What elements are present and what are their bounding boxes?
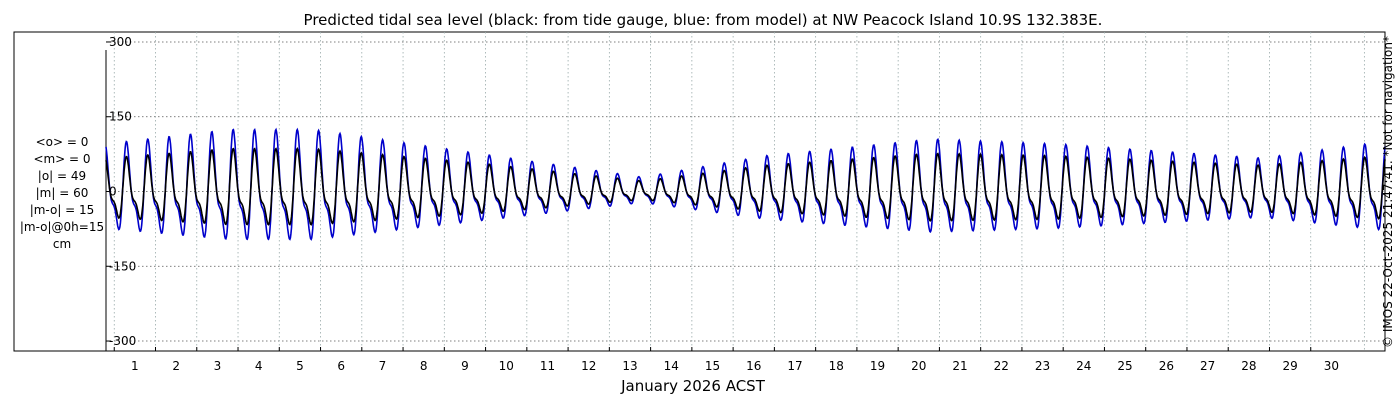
x-tick-label: 18: [829, 359, 844, 373]
x-tick-label: 21: [952, 359, 967, 373]
chart-title: Predicted tidal sea level (black: from t…: [304, 11, 1103, 29]
x-tick-label: 27: [1200, 359, 1215, 373]
x-tick-label: 16: [746, 359, 761, 373]
x-axis-label: January 2026 ACST: [620, 377, 766, 395]
x-tick-label: 19: [870, 359, 885, 373]
stats-line: <o> = 0: [36, 135, 89, 149]
y-tick-label: -150: [109, 259, 136, 273]
x-tick-label: 6: [337, 359, 345, 373]
series-line-gauge: [105, 147, 1386, 226]
x-tick-label: 12: [581, 359, 596, 373]
x-tick-label: 26: [1159, 359, 1174, 373]
stats-line: <m> = 0: [33, 152, 90, 166]
x-tick-label: 2: [172, 359, 180, 373]
plot-frame: [13, 31, 1386, 352]
stats-line: |m-o| = 15: [30, 203, 95, 217]
y-tick-labels: -300 -150 0 150 300: [106, 35, 136, 348]
stats-line: |o| = 49: [38, 169, 86, 183]
x-tick-label: 9: [461, 359, 469, 373]
x-tick-labels: 1 2 3 4 5 6 7 8 9 10 11 12 13 14 15 16 17 18 19 20 21 22 23 24 2…: [113, 347, 1339, 373]
x-tick-label: 28: [1241, 359, 1256, 373]
x-tick-label: 7: [379, 359, 387, 373]
stats-line: |m-o|@0h=15: [20, 220, 104, 234]
x-tick-label: 14: [664, 359, 679, 373]
x-tick-label: 24: [1076, 359, 1091, 373]
x-tick-label: 20: [911, 359, 926, 373]
y-tick-label: 300: [109, 35, 132, 49]
x-tick-label: 22: [994, 359, 1009, 373]
x-tick-label: 23: [1035, 359, 1050, 373]
stats-line: cm: [53, 237, 71, 251]
x-tick-label: 29: [1282, 359, 1297, 373]
x-tick-label: 17: [787, 359, 802, 373]
x-tick-label: 1: [131, 359, 139, 373]
x-tick-label: 25: [1117, 359, 1132, 373]
x-tick-label: 8: [420, 359, 428, 373]
x-tick-label: 5: [296, 359, 304, 373]
x-tick-label: 3: [214, 359, 222, 373]
x-tick-label: 15: [705, 359, 720, 373]
x-tick-label: 13: [622, 359, 637, 373]
x-tick-label: 30: [1324, 359, 1339, 373]
y-tick-label: -300: [109, 334, 136, 348]
x-tick-label: 10: [499, 359, 514, 373]
stats-line: |m| = 60: [36, 186, 89, 200]
watermark-text: © IMOS 22-Oct-2025 21:47:41. *Not for na…: [1381, 36, 1395, 348]
grid-lines: [106, 32, 1385, 351]
y-tick-label: 150: [109, 110, 132, 124]
x-tick-label: 11: [540, 359, 555, 373]
series-lines: [105, 127, 1386, 241]
y-tick-label: 0: [109, 185, 117, 199]
stats-block: <o> = 0 <m> = 0 |o| = 49 |m| = 60 |m-o| = 15…: [20, 135, 104, 251]
x-tick-label: 4: [255, 359, 263, 373]
series-line-model: [105, 127, 1386, 241]
